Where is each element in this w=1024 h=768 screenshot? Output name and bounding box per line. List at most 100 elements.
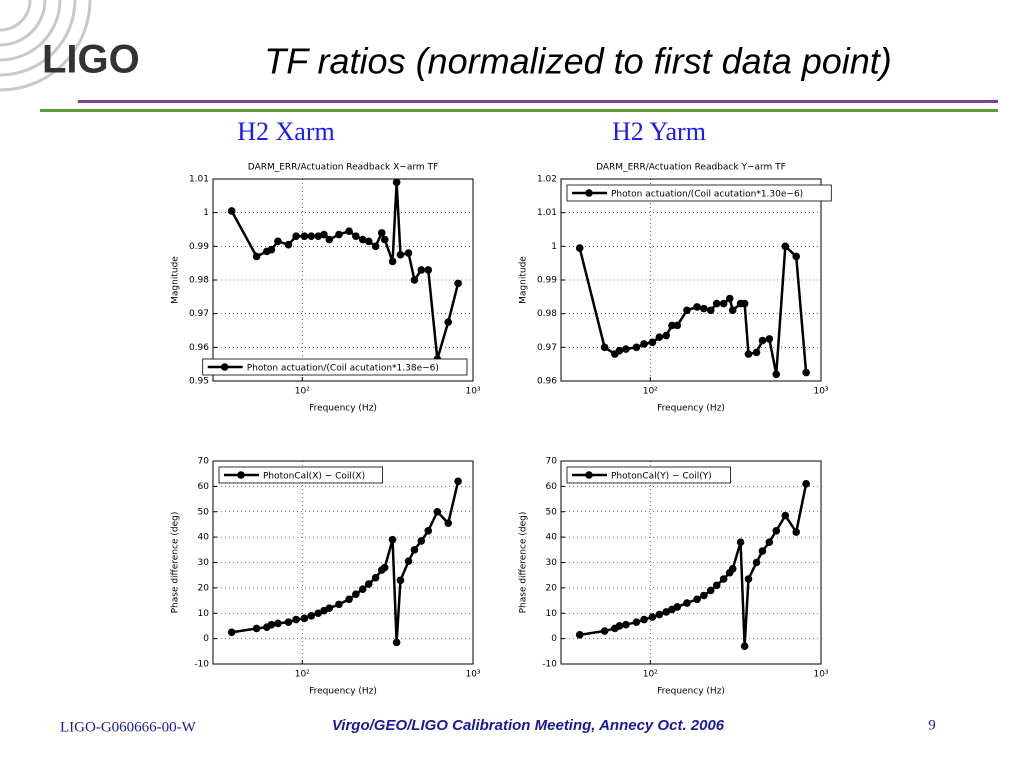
y-tick-label: 30 xyxy=(198,558,210,568)
point xyxy=(758,547,767,555)
point xyxy=(740,642,749,651)
point xyxy=(673,603,682,611)
point xyxy=(424,266,433,274)
y-tick-label: 0.96 xyxy=(537,377,557,387)
x-axis-label: Frequency (Hz) xyxy=(309,404,377,414)
y-tick-label: 30 xyxy=(546,558,558,568)
point xyxy=(725,294,734,303)
point xyxy=(410,276,419,284)
point xyxy=(396,576,405,585)
point xyxy=(752,348,761,357)
point xyxy=(392,178,401,187)
point xyxy=(320,230,328,239)
legend-label: PhotonCal(X) − Coil(X) xyxy=(263,472,365,482)
point xyxy=(292,615,300,624)
y-tick-label: 0.98 xyxy=(537,309,557,319)
point xyxy=(600,343,609,352)
point xyxy=(600,627,609,635)
point xyxy=(719,299,728,308)
legend-box xyxy=(218,466,384,484)
point xyxy=(417,266,426,274)
point xyxy=(740,299,749,308)
y-tick-label: 50 xyxy=(198,507,210,517)
y-tick-label: 70 xyxy=(198,457,210,467)
point xyxy=(358,235,367,244)
slide-title: TF ratios (normalized to first data poin… xyxy=(264,41,892,82)
point xyxy=(345,227,353,235)
point xyxy=(300,614,309,623)
legend-marker xyxy=(237,471,245,479)
point xyxy=(377,229,386,237)
point xyxy=(307,611,316,620)
x-tick-label: 10³ xyxy=(813,387,828,397)
legend-marker xyxy=(585,189,593,197)
point xyxy=(683,599,691,607)
point xyxy=(410,546,419,554)
y-tick-label: 40 xyxy=(198,533,210,543)
point xyxy=(765,538,774,546)
point xyxy=(781,511,790,520)
point xyxy=(792,252,801,261)
point xyxy=(662,608,671,616)
point xyxy=(433,507,442,516)
y-tick-label: 20 xyxy=(198,583,210,593)
y-tick-label: 10 xyxy=(198,609,210,619)
point xyxy=(388,257,397,266)
point xyxy=(364,580,373,588)
point xyxy=(693,595,701,604)
point xyxy=(300,232,309,241)
point xyxy=(358,585,367,593)
point xyxy=(404,249,413,257)
y-tick-label: 0.97 xyxy=(189,309,209,319)
y-tick-label: 1.01 xyxy=(189,175,209,185)
y-tick-label: 0 xyxy=(551,634,557,644)
point xyxy=(655,333,664,342)
point xyxy=(640,340,648,348)
y-tick-label: 1 xyxy=(551,242,557,252)
point xyxy=(364,237,373,246)
point xyxy=(325,604,334,612)
point xyxy=(700,304,708,313)
point xyxy=(284,618,293,626)
point xyxy=(314,232,323,241)
legend-label: Photon actuation/(Coil acutation*1.38e−6… xyxy=(247,364,439,374)
logo: LIGO xyxy=(42,38,140,82)
point xyxy=(380,563,389,572)
legend-box xyxy=(566,184,832,202)
point xyxy=(454,279,462,288)
point xyxy=(615,622,624,630)
x-axis-label: Frequency (Hz) xyxy=(309,687,377,697)
point xyxy=(335,230,343,239)
point xyxy=(345,595,353,604)
x-axis-label: Frequency (Hz) xyxy=(657,404,725,414)
y-axis-label: Phase difference (deg) xyxy=(171,512,181,614)
footer-left: LIGO-G060666-00-W xyxy=(60,719,197,735)
legend-box xyxy=(566,466,732,484)
point xyxy=(744,350,753,358)
point xyxy=(693,303,701,311)
point xyxy=(668,321,676,330)
point xyxy=(728,565,737,573)
point xyxy=(352,232,360,241)
y-tick-label: 1.01 xyxy=(537,208,557,218)
point xyxy=(758,336,767,345)
point xyxy=(683,306,691,315)
chart-title: DARM_ERR/Actuation Readback X−arm TF xyxy=(248,163,438,173)
y-axis-label: Phase difference (deg) xyxy=(519,512,529,614)
y-tick-label: 0.95 xyxy=(189,377,209,387)
point xyxy=(662,331,671,340)
y-tick-label: 0.99 xyxy=(189,242,209,252)
point xyxy=(424,526,433,535)
point xyxy=(292,232,300,241)
y-tick-label: 0.98 xyxy=(189,276,209,286)
point xyxy=(314,609,323,618)
rule-top xyxy=(78,100,998,103)
point xyxy=(380,235,389,244)
point xyxy=(640,615,648,624)
x-tick-label: 10² xyxy=(643,670,658,680)
point xyxy=(396,250,405,259)
x-tick-label: 10³ xyxy=(465,387,480,397)
x-axis-label: Frequency (Hz) xyxy=(657,687,725,697)
point xyxy=(744,575,753,583)
footer-center: Virgo/GEO/LIGO Calibration Meeting, Anne… xyxy=(332,717,725,734)
